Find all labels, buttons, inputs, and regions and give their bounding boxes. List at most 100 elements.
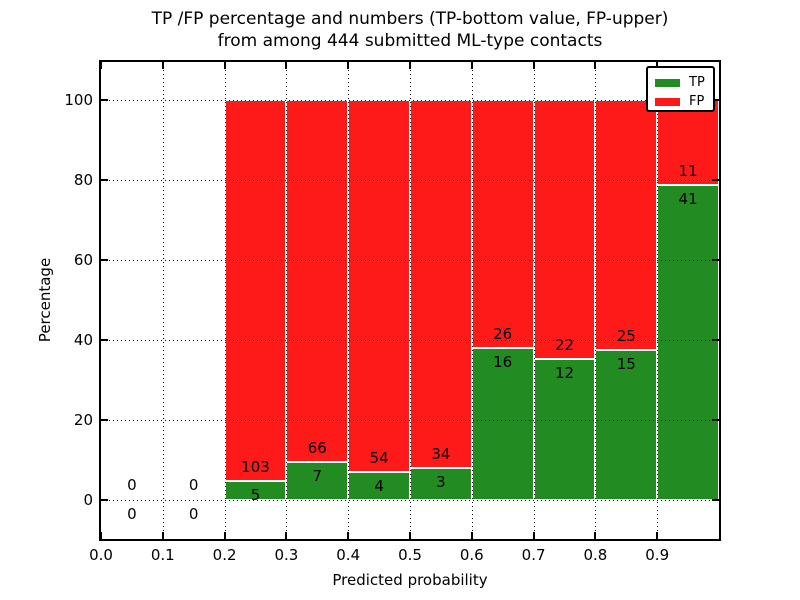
y-tick bbox=[101, 419, 108, 421]
x-gridline bbox=[348, 62, 350, 539]
fp-count-label: 103 bbox=[241, 458, 270, 477]
tp-count-label: 41 bbox=[678, 189, 698, 208]
x-tick bbox=[532, 532, 535, 539]
fp-count-label: 26 bbox=[493, 324, 513, 343]
tp-bar-segment bbox=[286, 461, 349, 500]
x-gridline bbox=[471, 62, 473, 539]
tp-bar-segment bbox=[533, 358, 596, 500]
fp-count-label: 66 bbox=[307, 438, 327, 457]
x-tick bbox=[161, 62, 164, 69]
y-tick bbox=[712, 99, 719, 101]
fp-count-label: 0 bbox=[188, 476, 199, 494]
y-tick-label: 100 bbox=[64, 91, 93, 109]
fp-bar-segment bbox=[286, 100, 349, 462]
y-tick bbox=[101, 179, 108, 181]
x-tick bbox=[470, 62, 473, 69]
x-gridline bbox=[286, 62, 288, 539]
x-tick bbox=[223, 62, 226, 69]
fp-count-label: 25 bbox=[616, 327, 636, 345]
legend: TP FP bbox=[646, 66, 715, 112]
tp-legend-label: TP bbox=[689, 75, 705, 90]
x-tick bbox=[594, 532, 597, 539]
fp-bar-segment bbox=[471, 100, 534, 348]
legend-entry-tp: TP bbox=[655, 73, 713, 92]
x-tick-label: 0.1 bbox=[150, 546, 175, 564]
x-tick bbox=[100, 532, 102, 539]
x-tick bbox=[223, 532, 226, 539]
tp-bar-segment bbox=[657, 184, 719, 500]
x-tick bbox=[100, 62, 102, 69]
y-tick bbox=[101, 499, 108, 501]
x-tick bbox=[409, 532, 411, 539]
x-tick bbox=[656, 62, 659, 69]
tp-count-label: 7 bbox=[312, 466, 323, 485]
fp-count-label: 11 bbox=[678, 161, 698, 180]
y-axis-label: Percentage bbox=[36, 257, 54, 343]
tp-bar-segment bbox=[410, 467, 472, 500]
x-tick-label: 0.3 bbox=[274, 546, 299, 564]
tp-count-label: 5 bbox=[250, 486, 261, 505]
x-tick-label: 0.8 bbox=[583, 546, 608, 564]
tp-count-label: 16 bbox=[493, 352, 513, 371]
y-tick bbox=[712, 339, 719, 341]
fp-bar-segment bbox=[348, 100, 410, 473]
tp-count-label: 12 bbox=[554, 363, 575, 382]
x-gridline bbox=[595, 62, 597, 539]
x-tick bbox=[347, 62, 350, 69]
x-tick-label: 0.7 bbox=[521, 546, 546, 564]
y-tick-label: 0 bbox=[83, 491, 93, 509]
tp-count-label: 15 bbox=[616, 355, 636, 373]
legend-entry-fp: FP bbox=[655, 92, 713, 111]
x-tick bbox=[285, 62, 288, 69]
y-tick-label: 40 bbox=[73, 331, 93, 349]
x-tick-label: 0.5 bbox=[398, 546, 422, 564]
x-gridline bbox=[162, 62, 164, 539]
x-gridline bbox=[533, 62, 535, 539]
y-tick-label: 60 bbox=[73, 251, 93, 269]
tp-count-label: 0 bbox=[188, 505, 199, 523]
fp-bar-segment bbox=[533, 100, 596, 359]
x-tick-label: 0.9 bbox=[645, 546, 670, 564]
fp-legend-swatch bbox=[655, 97, 680, 106]
tp-count-label: 0 bbox=[127, 505, 137, 523]
y-tick bbox=[712, 419, 719, 421]
chart-title-line2: from among 444 submitted ML-type contact… bbox=[217, 31, 603, 51]
x-tick bbox=[161, 532, 164, 539]
x-tick bbox=[347, 532, 350, 539]
y-tick bbox=[712, 259, 719, 261]
fp-count-label: 22 bbox=[554, 335, 575, 354]
x-gridline bbox=[224, 62, 226, 539]
tp-count-label: 4 bbox=[374, 477, 384, 496]
y-tick bbox=[101, 99, 108, 101]
fp-legend-label: FP bbox=[689, 94, 705, 109]
y-tick bbox=[712, 499, 719, 501]
y-tick-label: 20 bbox=[73, 411, 93, 429]
y-tick bbox=[712, 179, 719, 181]
x-axis-label: Predicted probability bbox=[332, 571, 488, 589]
fp-count-label: 34 bbox=[431, 444, 451, 463]
x-tick bbox=[656, 532, 659, 539]
x-tick-label: 0.2 bbox=[212, 546, 237, 564]
x-tick-label: 0.4 bbox=[336, 546, 361, 564]
x-gridline bbox=[657, 62, 659, 539]
tp-count-label: 3 bbox=[436, 472, 446, 491]
chart-title: TP /FP percentage and numbers (TP-bottom… bbox=[101, 8, 719, 52]
y-tick bbox=[101, 339, 108, 341]
fp-count-label: 0 bbox=[127, 476, 137, 494]
fp-bar-segment bbox=[224, 100, 287, 482]
x-tick bbox=[594, 62, 597, 69]
x-tick-label: 0.6 bbox=[459, 546, 484, 564]
chart-title-line1: TP /FP percentage and numbers (TP-bottom… bbox=[151, 9, 669, 29]
x-tick bbox=[285, 532, 288, 539]
x-tick-label: 0.0 bbox=[89, 546, 113, 564]
fp-bar-segment bbox=[410, 100, 472, 468]
y-tick-label: 80 bbox=[73, 171, 93, 189]
fp-count-label: 54 bbox=[369, 449, 389, 468]
x-tick bbox=[409, 62, 411, 69]
tp-legend-swatch bbox=[655, 78, 680, 87]
x-tick bbox=[532, 62, 535, 69]
x-tick bbox=[470, 532, 473, 539]
x-gridline bbox=[410, 62, 411, 539]
y-tick bbox=[101, 259, 108, 261]
